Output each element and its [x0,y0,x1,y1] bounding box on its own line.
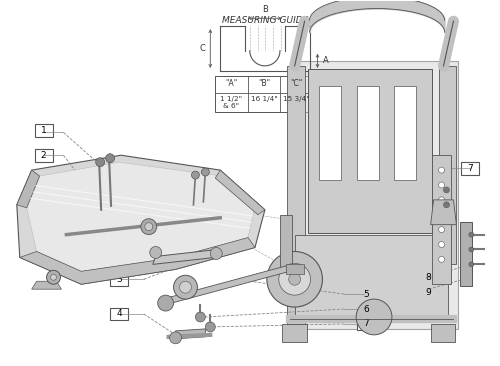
Bar [438,66,456,264]
Bar [357,288,375,300]
Text: 5: 5 [363,290,369,299]
Text: 4: 4 [116,310,122,318]
Bar [460,222,472,286]
Text: A: A [322,56,328,65]
Circle shape [210,247,222,259]
Text: MEASURING GUIDE: MEASURING GUIDE [222,16,308,25]
Circle shape [267,251,322,307]
Bar [357,317,375,330]
Text: 2: 2 [41,151,46,160]
Text: 1: 1 [40,126,46,135]
Circle shape [444,202,450,208]
Polygon shape [160,264,292,306]
Bar [432,155,452,284]
Bar [394,86,415,180]
Polygon shape [152,250,218,264]
Bar [286,264,304,274]
Polygon shape [32,281,62,289]
Circle shape [356,299,392,335]
Circle shape [50,274,56,280]
Text: 1 1/2": 1 1/2" [220,96,242,102]
Circle shape [174,275,198,299]
Circle shape [158,295,174,311]
Text: 9: 9 [426,288,432,297]
Polygon shape [20,238,255,284]
Circle shape [438,167,444,173]
Circle shape [145,223,152,231]
Polygon shape [17,155,265,284]
Circle shape [150,247,162,258]
Polygon shape [17,170,40,208]
Text: "A": "A" [226,79,237,88]
Circle shape [196,312,205,322]
Bar [110,273,128,286]
Circle shape [206,322,216,332]
Bar [320,86,342,180]
Circle shape [46,270,60,284]
Circle shape [438,182,444,188]
Text: 6: 6 [363,305,369,314]
Bar [420,286,438,299]
Bar [357,86,379,180]
Bar [357,303,375,315]
Polygon shape [290,61,458,329]
Circle shape [170,332,181,344]
Bar [420,271,438,284]
Text: C: C [200,44,205,53]
Text: "B": "B" [258,79,270,88]
Circle shape [438,227,444,233]
Circle shape [469,262,474,267]
Circle shape [438,242,444,247]
Bar [286,66,304,324]
Text: 15 3/4": 15 3/4" [283,96,310,102]
Bar [280,215,291,269]
Bar [34,124,52,137]
Circle shape [141,219,156,235]
Circle shape [444,187,450,193]
Bar [462,162,479,175]
Circle shape [202,168,209,176]
Polygon shape [176,329,206,339]
Bar [430,324,456,342]
Circle shape [288,273,300,285]
Text: & 6": & 6" [224,103,240,109]
Circle shape [96,158,104,167]
Bar [294,235,448,319]
Bar [34,149,52,162]
Circle shape [469,247,474,252]
Bar [308,69,432,233]
Circle shape [469,232,474,237]
Circle shape [192,171,200,179]
Circle shape [438,212,444,218]
Text: 3: 3 [116,275,122,284]
Bar [282,324,306,342]
Text: "C": "C" [290,79,302,88]
Text: 7: 7 [363,320,369,328]
Circle shape [106,154,114,163]
Polygon shape [430,200,456,225]
Text: 16 1/4": 16 1/4" [250,96,278,102]
Circle shape [438,197,444,203]
Polygon shape [26,162,255,271]
Circle shape [279,264,310,295]
Circle shape [180,281,192,293]
Text: 7: 7 [468,164,473,173]
Bar [110,307,128,321]
Circle shape [438,257,444,262]
Bar [216,76,312,112]
Text: 8: 8 [426,273,432,282]
Polygon shape [216,170,265,215]
Text: B: B [262,5,268,14]
